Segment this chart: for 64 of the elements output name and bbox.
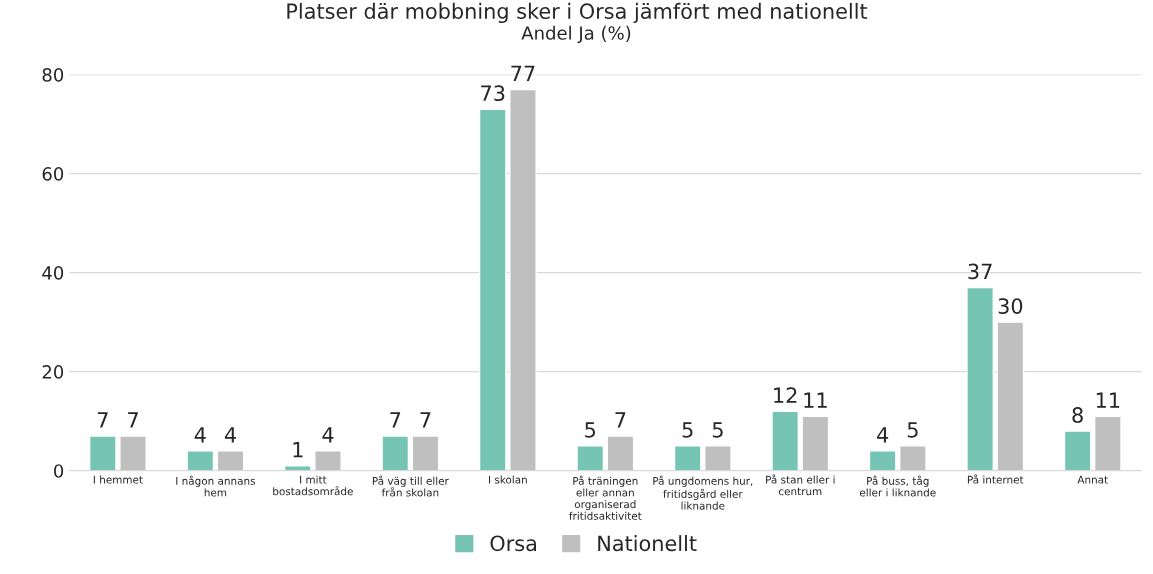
x-tick-label: På ungdomens hur, fritidsgård eller liknande xyxy=(653,475,753,510)
data-label: 5 xyxy=(585,422,596,438)
x-tick-label: På internet xyxy=(967,474,1024,484)
data-label: 1 xyxy=(293,442,303,458)
data-label: 11 xyxy=(804,392,827,408)
x-tick-label: På väg till eller från skolan xyxy=(372,475,449,497)
y-tick-label: 20 xyxy=(42,365,64,379)
data-label: 4 xyxy=(224,427,236,443)
bar xyxy=(411,435,440,471)
bar xyxy=(966,286,994,471)
bar xyxy=(119,435,147,471)
data-label: 11 xyxy=(1096,392,1120,408)
chart-title: Platser där mobbning sker i Orsa jämfört med nationellt xyxy=(287,2,868,24)
data-label: 73 xyxy=(481,85,505,102)
bar xyxy=(771,410,800,471)
bar xyxy=(673,445,702,471)
data-label: 7 xyxy=(97,412,108,428)
bar xyxy=(283,465,312,471)
bar xyxy=(186,450,215,471)
data-label: 7 xyxy=(128,412,138,428)
bar xyxy=(899,445,927,471)
data-label: 7 xyxy=(420,412,431,428)
x-tick-label: I skolan xyxy=(489,475,527,484)
data-label: 4 xyxy=(194,427,206,443)
data-label: 4 xyxy=(322,427,334,443)
bar xyxy=(1093,415,1122,471)
y-tick-label: 60 xyxy=(42,167,64,181)
data-label: 5 xyxy=(682,422,693,438)
bar xyxy=(509,88,537,471)
data-label: 7 xyxy=(390,412,401,428)
bar xyxy=(88,435,117,471)
y-tick-label: 40 xyxy=(42,266,64,280)
bar xyxy=(381,435,410,471)
bar xyxy=(868,450,897,471)
legend-label: Nationellt xyxy=(598,535,697,552)
data-label: 5 xyxy=(712,422,723,438)
bar xyxy=(314,450,342,471)
data-label: 12 xyxy=(774,387,797,403)
bar xyxy=(996,321,1025,471)
y-tick-label: 0 xyxy=(54,464,64,478)
data-label: 37 xyxy=(968,263,992,280)
x-tick-label: I hemmet xyxy=(93,475,143,484)
bar xyxy=(576,445,605,471)
x-tick-label: På buss, tåg eller i liknande xyxy=(859,475,936,497)
bar xyxy=(606,435,635,471)
data-label: 5 xyxy=(907,422,918,438)
y-tick-label: 80 xyxy=(42,68,64,82)
chart-subtitle: Andel Ja (%) xyxy=(521,25,631,44)
x-tick-label: I någon annans hem xyxy=(176,475,256,497)
legend-label: Orsa xyxy=(490,535,536,552)
bar xyxy=(478,108,507,471)
bar xyxy=(1063,430,1092,471)
bar xyxy=(216,450,245,471)
data-label: 7 xyxy=(615,412,626,428)
data-label: 8 xyxy=(1072,407,1083,423)
x-tick-label: I mitt bostadsområde xyxy=(273,475,353,496)
bar xyxy=(704,445,732,471)
data-label: 30 xyxy=(998,298,1023,314)
data-label: 4 xyxy=(877,427,889,443)
x-tick-label: På träningen eller annan organiserad fritidsaktivitet xyxy=(569,475,642,520)
x-tick-label: På stan eller i centrum xyxy=(766,474,835,496)
data-label: 77 xyxy=(511,65,535,81)
x-tick-label: Annat xyxy=(1077,475,1108,484)
bar xyxy=(801,415,830,471)
